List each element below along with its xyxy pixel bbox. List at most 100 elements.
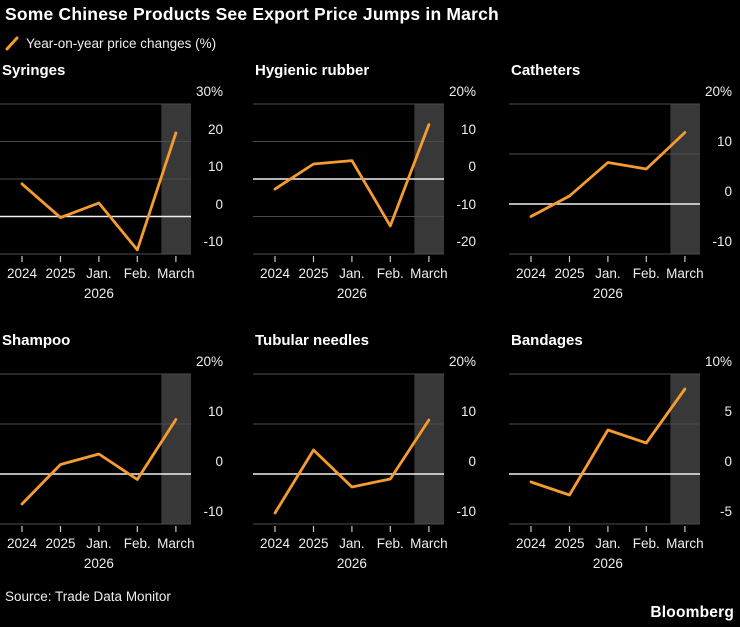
- x-axis-label: Jan.: [595, 536, 621, 551]
- y-axis-label: 10: [460, 121, 476, 137]
- x-axis-label: Feb.: [123, 266, 151, 281]
- source-note: Source: Trade Data Monitor: [5, 589, 171, 604]
- y-axis-label: -10: [456, 504, 476, 519]
- plot-area: 30% 20 10 0 -10 2024 2025 Jan. Feb. March 2026: [0, 85, 235, 314]
- y-axis-labels: 20% 10 0 -10: [446, 355, 476, 524]
- x-axis-labels: 2024 2025 Jan. Feb. March 2026: [0, 266, 195, 308]
- panel-bandages: Bandages 10% 5 0 -5 2024 2025 Jan. Feb. March 20…: [509, 332, 740, 584]
- highlight-band-march: [414, 374, 444, 524]
- y-axis-label: 30%: [195, 84, 223, 99]
- x-axis-label: Feb.: [123, 536, 151, 551]
- line-chart-bandages: [509, 373, 700, 532]
- panel-title: Tubular needles: [255, 332, 369, 349]
- y-axis-label: -20: [456, 234, 476, 249]
- x-axis-label: 2025: [298, 536, 329, 551]
- y-axis-label: 10: [460, 404, 476, 419]
- line-chart-tubular-needles: [253, 373, 444, 532]
- panel-title: Hygienic rubber: [255, 62, 370, 79]
- price-line: [529, 131, 687, 218]
- legend-label: Year-on-year price changes (%): [26, 35, 217, 51]
- price-line: [20, 131, 178, 252]
- panel-title: Shampoo: [2, 332, 71, 349]
- panel-shampoo: Shampoo 20% 10 0 -10 2024 2025 Jan. Feb. March 2…: [0, 332, 235, 584]
- x-axis-sub-label: 2026: [592, 286, 623, 301]
- x-axis-label: 2025: [554, 266, 585, 281]
- plot-area: 20% 10 0 -10 2024 2025 Jan. Feb. March 2026: [253, 355, 488, 584]
- plot-area: 20% 10 0 -10 -20 2024 2025 Jan. Feb. March 2026: [253, 85, 488, 314]
- y-axis-label: 0: [215, 454, 223, 469]
- x-axis-label: Jan.: [339, 536, 365, 551]
- y-axis-label: -10: [203, 504, 223, 519]
- x-axis-sub-label: 2026: [83, 556, 114, 571]
- panel-hygienic-rubber: Hygienic rubber 20% 10 0 -10 -20 2024 2025 Jan…: [253, 62, 488, 314]
- x-axis-labels: 2024 2025 Jan. Feb. March 2026: [253, 266, 448, 308]
- y-axis-label: 5: [724, 404, 732, 419]
- y-axis-label: -10: [203, 234, 223, 249]
- price-line: [20, 418, 178, 506]
- x-axis-label: Jan.: [86, 536, 112, 551]
- line-chart-catheters: [509, 103, 700, 262]
- x-axis-label: 2024: [515, 266, 547, 281]
- x-axis-labels: 2024 2025 Jan. Feb. March 2026: [509, 536, 704, 578]
- x-axis-sub-label: 2026: [592, 556, 623, 571]
- x-axis-label: 2024: [259, 266, 291, 281]
- x-axis-label: 2024: [6, 536, 38, 551]
- y-axis-label: 20%: [704, 84, 732, 99]
- x-axis-labels: 2024 2025 Jan. Feb. March 2026: [509, 266, 704, 308]
- x-axis-label: 2024: [6, 266, 38, 281]
- line-chart-syringes: [0, 103, 191, 262]
- panel-tubular-needles: Tubular needles 20% 10 0 -10 2024 2025 Jan. Fe…: [253, 332, 488, 584]
- y-axis-label: 0: [724, 184, 732, 199]
- panel-title: Catheters: [511, 62, 581, 79]
- price-line: [273, 123, 431, 228]
- y-axis-label: 20%: [448, 84, 476, 99]
- y-axis-label: 10: [207, 159, 223, 174]
- x-axis-label: Feb.: [632, 266, 660, 281]
- line-chart-hygienic-rubber: [253, 103, 444, 262]
- panel-catheters: Catheters 20% 10 0 -10 2024 2025 Jan. Feb. Marc…: [509, 62, 740, 314]
- x-axis-label: Feb.: [376, 266, 404, 281]
- x-axis-label: 2025: [45, 536, 76, 551]
- y-axis-label: 0: [724, 454, 732, 469]
- x-axis-label: 2025: [554, 536, 585, 551]
- x-axis-label: March: [666, 536, 704, 551]
- x-axis-labels: 2024 2025 Jan. Feb. March 2026: [0, 536, 195, 578]
- x-axis-label: March: [157, 536, 195, 551]
- y-axis-labels: 30% 20 10 0 -10: [193, 85, 223, 254]
- y-axis-labels: 20% 10 0 -10: [193, 355, 223, 524]
- x-axis-label: March: [157, 266, 195, 281]
- x-axis-label: Jan.: [86, 266, 112, 281]
- x-axis-label: March: [410, 536, 448, 551]
- y-axis-label: 10%: [704, 354, 732, 369]
- x-axis-label: 2024: [259, 536, 291, 551]
- plot-area: 20% 10 0 -10 2024 2025 Jan. Feb. March 2026: [509, 85, 740, 314]
- x-axis-label: Jan.: [339, 266, 365, 281]
- x-axis-sub-label: 2026: [336, 556, 367, 571]
- panel-title: Syringes: [2, 62, 66, 79]
- y-axis-label: -10: [712, 234, 732, 249]
- x-axis-sub-label: 2026: [83, 286, 114, 301]
- x-axis-label: 2024: [515, 536, 547, 551]
- bloomberg-logo: Bloomberg: [650, 604, 734, 621]
- y-axis-label: 0: [215, 196, 223, 212]
- line-chart-shampoo: [0, 373, 191, 532]
- x-axis-sub-label: 2026: [336, 286, 367, 301]
- y-axis-label: 10: [207, 404, 223, 419]
- y-axis-label: 20%: [195, 354, 223, 369]
- highlight-band-march: [670, 104, 700, 254]
- y-axis-labels: 20% 10 0 -10: [702, 85, 732, 254]
- x-axis-labels: 2024 2025 Jan. Feb. March 2026: [253, 536, 448, 578]
- price-line: [529, 387, 687, 497]
- x-axis-label: 2025: [45, 266, 76, 281]
- y-axis-label: 20%: [448, 354, 476, 369]
- x-axis-label: 2025: [298, 266, 329, 281]
- y-axis-label: -10: [456, 196, 476, 212]
- y-axis-labels: 20% 10 0 -10 -20: [446, 85, 476, 254]
- y-axis-label: 0: [468, 454, 476, 469]
- y-axis-label: -5: [719, 504, 732, 519]
- highlight-band-march: [161, 374, 191, 524]
- y-axis-label: 10: [716, 134, 732, 149]
- legend: Year-on-year price changes (%): [5, 35, 216, 51]
- chart-title: Some Chinese Products See Export Price J…: [5, 4, 499, 24]
